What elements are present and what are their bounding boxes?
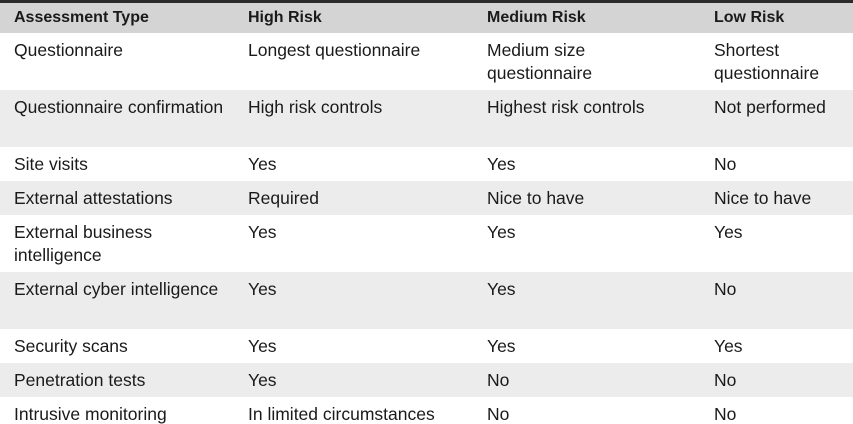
cell-low-risk: No [700,272,853,329]
cell-medium-risk: Yes [473,215,700,272]
cell-high-risk: Yes [234,215,473,272]
table-row: Questionnaire confirmation High risk con… [0,90,853,147]
cell-high-risk: Longest questionnaire [234,33,473,90]
header-high-risk: High Risk [234,3,473,33]
cell-medium-risk: No [473,397,700,424]
cell-assessment-type: Security scans [0,329,234,363]
header-low-risk: Low Risk [700,3,853,33]
header-assessment-type: Assessment Type [0,3,234,33]
cell-high-risk: In limited circumstances [234,397,473,424]
cell-low-risk: Yes [700,215,853,272]
cell-medium-risk: Nice to have [473,181,700,215]
cell-medium-risk: Yes [473,147,700,181]
assessment-table: Assessment Type High Risk Medium Risk Lo… [0,3,853,424]
cell-high-risk: High risk controls [234,90,473,147]
cell-low-risk: No [700,363,853,397]
header-medium-risk: Medium Risk [473,3,700,33]
cell-assessment-type: External attestations [0,181,234,215]
cell-low-risk: Not performed [700,90,853,147]
table-row: External attestations Required Nice to h… [0,181,853,215]
cell-assessment-type: Penetration tests [0,363,234,397]
table-row: External business intelligence Yes Yes Y… [0,215,853,272]
cell-high-risk: Yes [234,272,473,329]
table-row: Site visits Yes Yes No [0,147,853,181]
cell-high-risk: Yes [234,363,473,397]
cell-assessment-type: External cyber intelligence [0,272,234,329]
cell-assessment-type: Questionnaire [0,33,234,90]
cell-medium-risk: No [473,363,700,397]
table-header-row: Assessment Type High Risk Medium Risk Lo… [0,3,853,33]
cell-low-risk: Yes [700,329,853,363]
cell-high-risk: Required [234,181,473,215]
cell-low-risk: Nice to have [700,181,853,215]
table-row: Security scans Yes Yes Yes [0,329,853,363]
cell-assessment-type: Site visits [0,147,234,181]
cell-medium-risk: Medium size questionnaire [473,33,700,90]
cell-low-risk: No [700,147,853,181]
table-row: Penetration tests Yes No No [0,363,853,397]
cell-low-risk: Shortest questionnaire [700,33,853,90]
cell-medium-risk: Yes [473,272,700,329]
cell-medium-risk: Yes [473,329,700,363]
cell-high-risk: Yes [234,329,473,363]
cell-assessment-type: External business intelligence [0,215,234,272]
table-row: Intrusive monitoring In limited circumst… [0,397,853,424]
cell-medium-risk: Highest risk controls [473,90,700,147]
cell-assessment-type: Intrusive monitoring [0,397,234,424]
cell-assessment-type: Questionnaire confirmation [0,90,234,147]
table-row: Questionnaire Longest questionnaire Medi… [0,33,853,90]
cell-low-risk: No [700,397,853,424]
cell-high-risk: Yes [234,147,473,181]
table-row: External cyber intelligence Yes Yes No [0,272,853,329]
